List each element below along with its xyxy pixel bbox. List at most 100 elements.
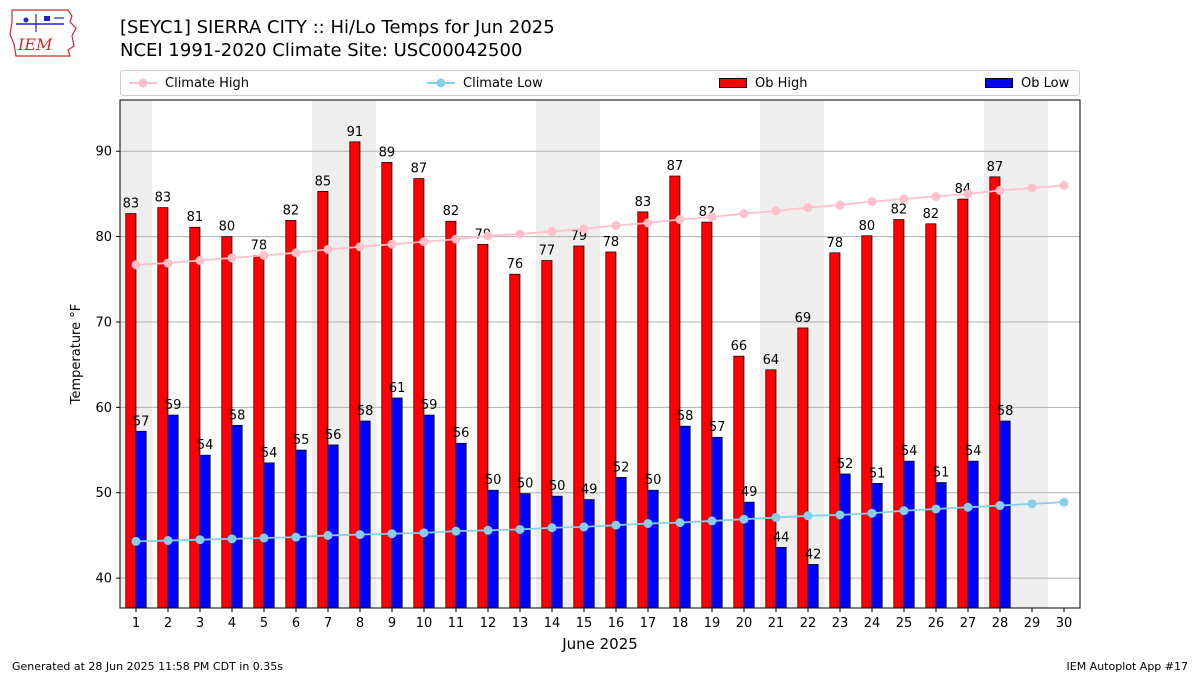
climate-high-point — [931, 191, 941, 201]
climate-low-point — [451, 526, 461, 536]
climate-low-point — [931, 504, 941, 514]
x-tick-label: 8 — [356, 616, 364, 631]
x-tick-label: 28 — [992, 616, 1009, 631]
climate-low-point — [131, 536, 141, 546]
ob-low-bar — [231, 424, 243, 609]
ob-low-label: 42 — [805, 547, 822, 562]
x-tick-label: 11 — [448, 616, 465, 631]
y-tick-label: 40 — [95, 572, 112, 587]
generated-timestamp: Generated at 28 Jun 2025 11:58 PM CDT in… — [12, 660, 284, 673]
ob-high-bar — [285, 220, 297, 609]
climate-high-point — [803, 203, 813, 213]
chart-legend: Climate High Climate Low Ob High Ob Low — [120, 70, 1080, 96]
ob-low-label: 58 — [677, 409, 694, 424]
x-tick-label: 23 — [832, 616, 849, 631]
climate-high-point — [451, 234, 461, 244]
ob-low-bar — [679, 425, 691, 609]
ob-low-bar — [647, 489, 659, 609]
ob-high-bar — [829, 252, 841, 609]
climate-low-point — [611, 520, 621, 530]
x-tick-label: 17 — [640, 616, 657, 631]
ob-high-bar — [701, 221, 713, 609]
climate-high-point — [995, 186, 1005, 196]
climate-low-point — [739, 514, 749, 524]
ob-high-swatch-icon — [719, 78, 747, 88]
ob-high-bar — [541, 260, 553, 609]
climate-high-point — [579, 224, 589, 234]
x-tick-label: 2 — [164, 616, 172, 631]
ob-high-bar — [477, 243, 489, 609]
x-tick-label: 27 — [960, 616, 977, 631]
ob-low-label: 50 — [645, 473, 662, 488]
climate-high-line — [135, 184, 1065, 266]
iem-logo: IEM — [8, 6, 82, 58]
ob-high-bar — [797, 327, 809, 609]
climate-low-point — [419, 528, 429, 538]
climate-low-point — [163, 536, 173, 546]
climate-low-line — [135, 501, 1065, 543]
x-tick-label: 4 — [228, 616, 236, 631]
climate-high-line-icon — [129, 78, 157, 88]
ob-high-label: 80 — [219, 220, 236, 235]
ob-high-label: 69 — [795, 311, 812, 326]
climate-high-point — [547, 226, 557, 236]
climate-high-point — [1027, 183, 1037, 193]
legend-item-climate-high: Climate High — [129, 71, 249, 95]
climate-low-point — [995, 501, 1005, 511]
ob-high-label: 82 — [923, 207, 940, 222]
ob-low-bar — [487, 489, 499, 609]
ob-high-label: 87 — [987, 160, 1004, 175]
climate-low-point — [579, 522, 589, 532]
ob-low-label: 51 — [869, 466, 886, 481]
legend-label-ob-high: Ob High — [755, 75, 808, 91]
y-tick-label: 60 — [95, 401, 112, 416]
ob-high-bar — [445, 220, 457, 609]
ob-high-label: 64 — [763, 353, 780, 368]
x-tick-label: 5 — [260, 616, 268, 631]
climate-high-point — [643, 218, 653, 228]
ob-low-label: 59 — [421, 398, 438, 413]
climate-low-point — [867, 508, 877, 518]
ob-low-bar — [775, 547, 787, 609]
climate-low-point — [355, 530, 365, 540]
ob-high-label: 87 — [411, 162, 428, 177]
ob-high-bar — [669, 175, 681, 609]
ob-low-bar — [935, 482, 947, 609]
climate-high-point — [835, 200, 845, 210]
climate-low-point — [259, 533, 269, 543]
x-tick-label: 10 — [416, 616, 433, 631]
ob-low-label: 54 — [965, 444, 982, 459]
climate-low-point — [643, 518, 653, 528]
x-tick-label: 3 — [196, 616, 204, 631]
ob-high-label: 81 — [187, 210, 204, 225]
ob-high-label: 83 — [123, 197, 140, 212]
climate-high-point — [867, 197, 877, 207]
ob-low-label: 58 — [357, 404, 374, 419]
x-tick-label: 30 — [1056, 616, 1073, 631]
climate-low-point — [515, 524, 525, 534]
ob-low-bar — [551, 495, 563, 609]
x-tick-label: 1 — [132, 616, 140, 631]
climate-high-point — [387, 239, 397, 249]
ob-low-bar — [519, 493, 531, 609]
ob-high-bar — [189, 226, 201, 609]
climate-high-point — [195, 256, 205, 266]
climate-high-point — [611, 221, 621, 231]
ob-high-label: 85 — [315, 174, 332, 189]
climate-high-point — [163, 258, 173, 268]
ob-low-label: 54 — [261, 446, 278, 461]
ob-low-bar — [455, 442, 467, 609]
climate-high-point — [675, 215, 685, 225]
x-tick-label: 18 — [672, 616, 689, 631]
climate-low-point — [803, 511, 813, 521]
y-tick-label: 70 — [95, 315, 112, 330]
ob-low-bar — [327, 444, 339, 609]
ob-low-label: 50 — [517, 477, 534, 492]
x-tick-label: 29 — [1024, 616, 1041, 631]
ob-high-label: 87 — [667, 159, 684, 174]
legend-item-ob-low: Ob Low — [985, 71, 1069, 95]
ob-low-label: 59 — [165, 398, 182, 413]
ob-low-bar — [871, 482, 883, 609]
ob-low-label: 49 — [741, 485, 758, 500]
ob-low-label: 44 — [773, 530, 790, 545]
